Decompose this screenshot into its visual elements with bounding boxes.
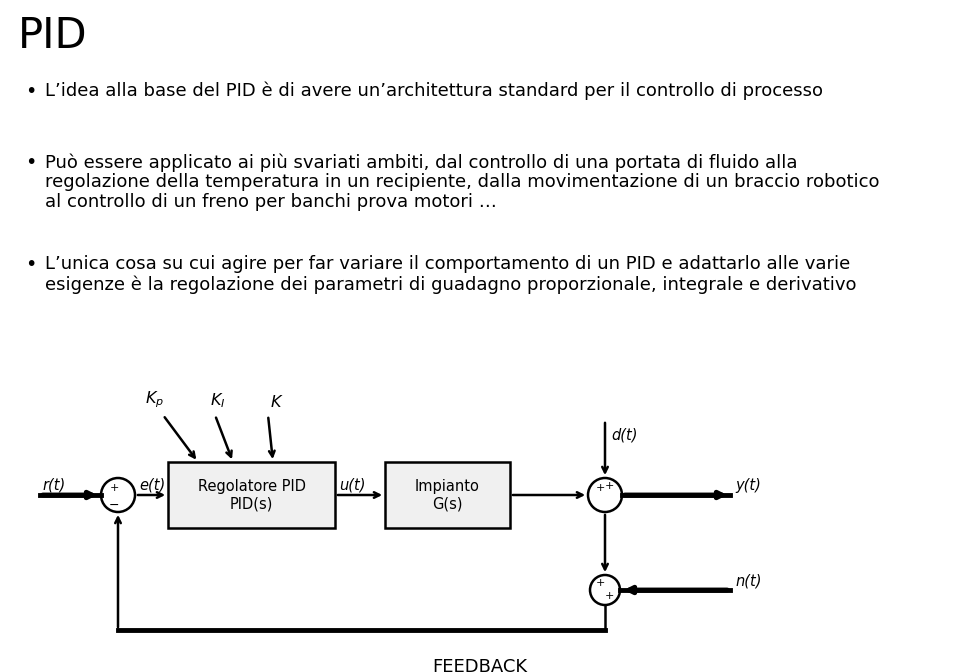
Text: FEEDBACK: FEEDBACK [432, 658, 528, 672]
Text: +: + [604, 481, 613, 491]
Text: G(s): G(s) [432, 497, 463, 511]
Text: +: + [595, 483, 605, 493]
Text: L’idea alla base del PID è di avere un’architettura standard per il controllo di: L’idea alla base del PID è di avere un’a… [45, 82, 823, 101]
Text: $K_p$: $K_p$ [145, 389, 164, 410]
Text: $K$: $K$ [270, 394, 283, 410]
Bar [168, 462, 335, 528]
Text: e(t): e(t) [139, 478, 165, 493]
Text: •: • [25, 153, 36, 172]
Text: +: + [604, 591, 613, 601]
Text: d(t): d(t) [611, 427, 637, 442]
Text: +: + [595, 578, 605, 588]
Text: esigenze è la regolazione dei parametri di guadagno proporzionale, integrale e d: esigenze è la regolazione dei parametri … [45, 275, 856, 294]
Text: Può essere applicato ai più svariati ambiti, dal controllo di una portata di flu: Può essere applicato ai più svariati amb… [45, 153, 798, 171]
Text: •: • [25, 255, 36, 274]
Text: n(t): n(t) [735, 574, 761, 589]
Text: u(t): u(t) [339, 478, 366, 493]
Text: Impianto: Impianto [415, 480, 480, 495]
Text: y(t): y(t) [735, 478, 761, 493]
Text: L’unica cosa su cui agire per far variare il comportamento di un PID e adattarlo: L’unica cosa su cui agire per far variar… [45, 255, 851, 273]
Text: −: − [108, 499, 119, 511]
Text: regolazione della temperatura in un recipiente, dalla movimentazione di un bracc: regolazione della temperatura in un reci… [45, 173, 879, 191]
Text: $K_I$: $K_I$ [210, 391, 226, 410]
Text: al controllo di un freno per banchi prova motori …: al controllo di un freno per banchi prov… [45, 193, 497, 211]
Text: +: + [109, 483, 119, 493]
Text: Regolatore PID: Regolatore PID [198, 480, 305, 495]
Bar [385, 462, 510, 528]
Text: r(t): r(t) [42, 478, 65, 493]
Text: PID: PID [18, 15, 87, 57]
Text: •: • [25, 82, 36, 101]
Text: PID(s): PID(s) [229, 497, 274, 511]
